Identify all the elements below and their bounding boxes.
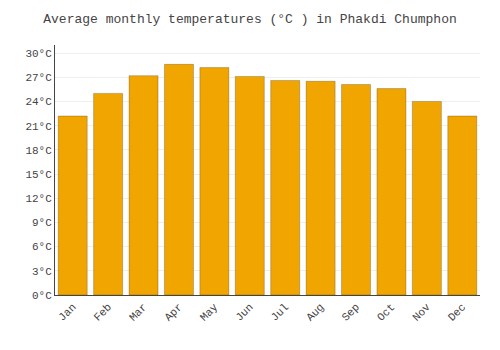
svg-text:30°C: 30°C <box>25 48 52 60</box>
svg-text:3°C: 3°C <box>32 266 52 278</box>
svg-text:0°C: 0°C <box>32 290 52 302</box>
svg-text:9°C: 9°C <box>32 217 52 229</box>
svg-text:Feb: Feb <box>92 301 114 323</box>
svg-text:Dec: Dec <box>446 301 468 323</box>
svg-text:15°C: 15°C <box>25 169 52 181</box>
svg-text:Average monthly temperatures (: Average monthly temperatures (°C ) in Ph… <box>43 12 456 27</box>
svg-text:27°C: 27°C <box>25 72 52 84</box>
svg-text:21°C: 21°C <box>25 121 52 133</box>
svg-text:24°C: 24°C <box>25 96 52 108</box>
svg-text:Jun: Jun <box>233 301 255 323</box>
svg-text:18°C: 18°C <box>25 145 52 157</box>
svg-text:Jul: Jul <box>269 301 291 323</box>
svg-text:May: May <box>198 301 221 324</box>
svg-text:Aug: Aug <box>304 301 326 323</box>
svg-text:6°C: 6°C <box>32 241 52 253</box>
svg-text:Nov: Nov <box>410 301 433 324</box>
svg-text:Apr: Apr <box>162 301 184 323</box>
svg-text:Sep: Sep <box>340 301 362 323</box>
svg-text:Mar: Mar <box>127 301 149 323</box>
svg-text:Oct: Oct <box>375 301 397 323</box>
svg-text:12°C: 12°C <box>25 193 52 205</box>
svg-text:Jan: Jan <box>56 301 78 323</box>
